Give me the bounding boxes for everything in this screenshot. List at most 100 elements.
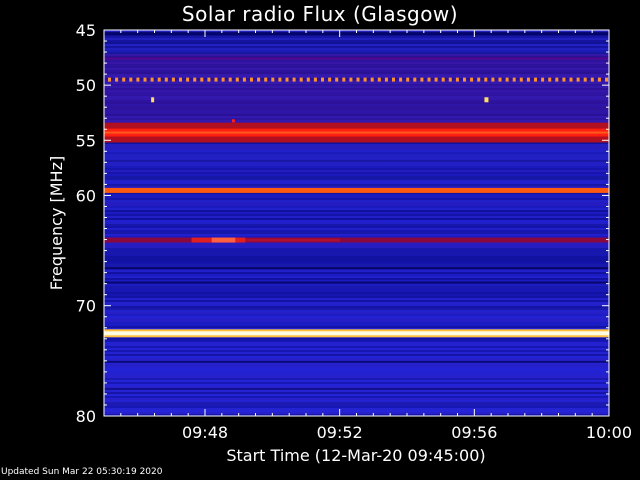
emission-band	[104, 131, 609, 134]
emission-dot	[356, 77, 360, 82]
emission-dot	[207, 77, 211, 82]
heatmap-row	[104, 118, 609, 120]
heatmap-row	[104, 224, 609, 226]
emission-dot	[562, 77, 566, 82]
emission-dot	[590, 77, 594, 82]
heatmap-row	[104, 308, 609, 310]
emission-dot	[122, 77, 126, 82]
emission-dot	[463, 77, 466, 82]
heatmap-row	[104, 158, 609, 160]
heatmap-row	[104, 280, 609, 282]
x-tick-label: 10:00	[586, 423, 632, 442]
emission-band	[104, 237, 609, 243]
heatmap-row	[104, 208, 609, 210]
heatmap-row	[104, 180, 609, 182]
y-tick-label: 60	[76, 186, 96, 205]
emission-dot	[434, 77, 438, 82]
emission-dot	[235, 77, 239, 82]
heatmap-row	[104, 264, 609, 266]
emission-dot	[257, 77, 261, 82]
emission-band	[104, 187, 609, 193]
heatmap-row	[104, 348, 609, 350]
emission-dot	[193, 77, 197, 82]
heatmap-row	[104, 378, 609, 380]
heatmap-row	[104, 262, 609, 264]
heatmap-row	[104, 256, 609, 258]
emission-spot	[151, 97, 155, 103]
heatmap-row	[104, 300, 609, 302]
heatmap-row	[104, 374, 609, 376]
heatmap-row	[104, 362, 609, 364]
emission-dot	[150, 77, 154, 82]
heatmap-row	[104, 404, 609, 406]
heatmap-row	[104, 230, 609, 232]
heatmap-row	[104, 204, 609, 206]
emission-dot	[278, 77, 282, 82]
heatmap-row	[104, 110, 609, 112]
heatmap-row	[104, 40, 609, 42]
heatmap-row	[104, 342, 609, 344]
emission-dot	[406, 77, 410, 82]
emission-dot	[221, 77, 225, 82]
heatmap-row	[104, 194, 609, 196]
heatmap-row	[104, 36, 609, 38]
heatmap-row	[104, 236, 609, 238]
heatmap-row	[104, 326, 609, 328]
heatmap-row	[104, 396, 609, 398]
heatmap-row	[104, 142, 609, 144]
heatmap-row	[104, 394, 609, 396]
emission-dot	[328, 77, 332, 82]
heatmap-row	[104, 346, 609, 348]
x-tick-label: 09:48	[182, 423, 228, 442]
emission-dot	[455, 77, 459, 82]
emission-dot	[484, 77, 488, 82]
heatmap-row	[104, 340, 609, 342]
heatmap-row	[104, 302, 609, 304]
heatmap-row	[104, 62, 609, 64]
x-axis-label: Start Time (12-Mar-20 09:45:00)	[226, 446, 485, 465]
heatmap-row	[104, 244, 609, 246]
heatmap-row	[104, 70, 609, 72]
heatmap-row	[104, 54, 609, 56]
heatmap-row	[104, 144, 609, 146]
heatmap-row	[104, 48, 609, 50]
heatmap-row	[104, 350, 609, 352]
heatmap-row	[104, 290, 609, 292]
emission-dot	[491, 77, 495, 82]
heatmap-row	[104, 100, 609, 102]
emission-dot	[136, 77, 140, 82]
emission-dot	[427, 77, 431, 82]
heatmap-row	[104, 298, 609, 300]
emission-dot	[569, 77, 573, 82]
heatmap-row	[104, 162, 609, 164]
heatmap-row	[104, 154, 609, 156]
emission-dot	[420, 77, 424, 82]
heatmap-row	[104, 170, 609, 172]
emission-dot	[143, 77, 147, 82]
heatmap-row	[104, 266, 609, 268]
emission-band	[104, 331, 609, 336]
heatmap-row	[104, 272, 609, 274]
emission-dot	[470, 77, 474, 82]
heatmap-row	[104, 384, 609, 386]
heatmap-row	[104, 392, 609, 394]
emission-dot	[242, 77, 246, 82]
heatmap-row	[104, 320, 609, 322]
heatmap-row	[104, 212, 609, 214]
heatmap-row	[104, 206, 609, 208]
heatmap-row	[104, 324, 609, 326]
heatmap-row	[104, 112, 609, 114]
heatmap-row	[104, 234, 609, 236]
heatmap-row	[104, 106, 609, 108]
emission-dot	[299, 77, 303, 82]
heatmap-row	[104, 312, 609, 314]
heatmap-row	[104, 386, 609, 388]
heatmap-row	[104, 72, 609, 74]
heatmap-region	[104, 54, 609, 128]
emission-dot	[108, 77, 111, 82]
heatmap-row	[104, 192, 609, 194]
heatmap-row	[104, 304, 609, 306]
y-axis: 45 50 55 60 70 80	[76, 21, 609, 426]
y-tick-label: 55	[76, 131, 96, 150]
